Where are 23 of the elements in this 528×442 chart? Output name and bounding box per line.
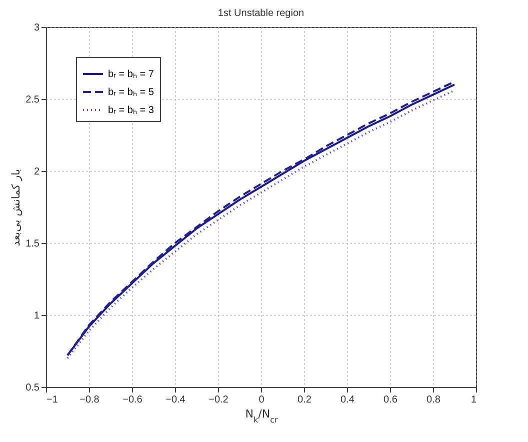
x-tick-label: 0.8 bbox=[426, 394, 441, 406]
x-tick-label: −1 bbox=[46, 394, 58, 406]
x-tick-label: 0.6 bbox=[384, 394, 398, 406]
x-tick-label: 1 bbox=[470, 394, 477, 406]
legend-label: bᵣ = bₕ = 7 bbox=[108, 69, 154, 80]
legend-label: bᵣ = bₕ = 5 bbox=[108, 87, 154, 98]
x-tick-label: −0.8 bbox=[80, 394, 100, 406]
x-tick-label: 0.4 bbox=[340, 394, 355, 406]
y-tick-label: 2.5 bbox=[26, 94, 40, 106]
y-tick-label: 1.5 bbox=[26, 238, 40, 250]
legend-label: bᵣ = bₕ = 3 bbox=[108, 105, 154, 116]
x-tick-label: −0.6 bbox=[122, 394, 143, 406]
chart-title: 1st Unstable region bbox=[218, 8, 304, 19]
y-tick-label: 2 bbox=[34, 166, 40, 178]
y-tick-label: 0.5 bbox=[26, 382, 40, 394]
x-tick-label: −0.2 bbox=[208, 394, 229, 406]
x-tick-label: 0.2 bbox=[298, 394, 312, 406]
y-tick-label: 3 bbox=[34, 22, 40, 34]
y-tick-label: 1 bbox=[34, 310, 40, 322]
x-tick-label: −0.4 bbox=[166, 394, 186, 406]
x-tick-label: 0 bbox=[258, 394, 265, 406]
y-axis-title: بار کمانش بی‌بعد bbox=[10, 168, 23, 246]
x-axis-title: N$_{k}$/N$_{cr}$ bbox=[245, 408, 278, 424]
